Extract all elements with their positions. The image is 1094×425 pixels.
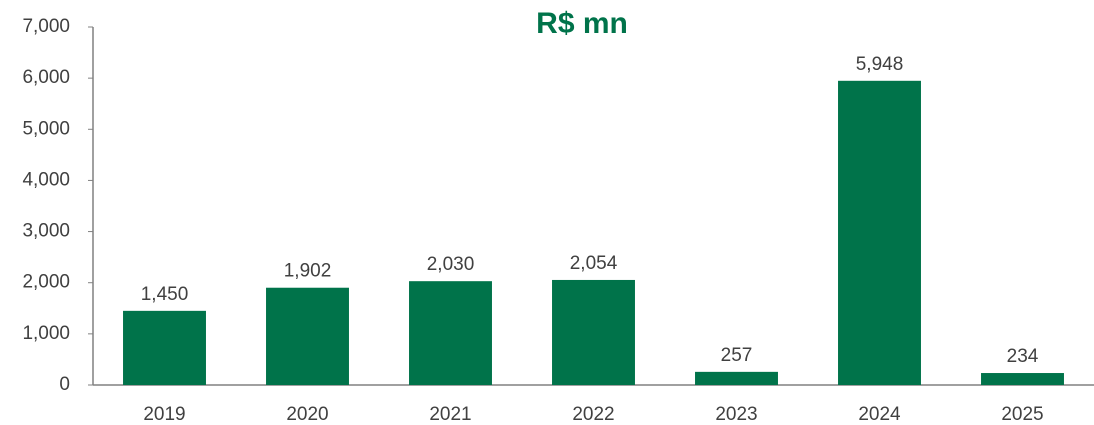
bar	[981, 373, 1064, 385]
data-label: 257	[721, 345, 753, 366]
chart-title: R$ mn	[536, 7, 628, 40]
data-label: 1,902	[284, 261, 332, 282]
x-tick-label: 2019	[143, 404, 185, 425]
data-label: 5,948	[856, 54, 904, 75]
y-tick-label: 1,000	[22, 323, 70, 344]
bar	[838, 80, 921, 386]
y-tick-label: 2,000	[22, 272, 70, 293]
x-tick-label: 2025	[1001, 404, 1043, 425]
x-tick-label: 2021	[429, 404, 471, 425]
data-label: 2,054	[570, 253, 618, 274]
x-tick-label: 2020	[286, 404, 328, 425]
data-label: 1,450	[141, 284, 189, 305]
y-tick-label: 7,000	[22, 16, 70, 37]
bar	[123, 310, 206, 385]
y-tick-label: 4,000	[22, 169, 70, 190]
bar	[695, 371, 778, 385]
bar	[552, 279, 635, 385]
x-tick-label: 2024	[858, 404, 901, 425]
y-tick-label: 5,000	[22, 118, 70, 139]
y-tick-label: 6,000	[22, 67, 70, 88]
data-label: 2,030	[427, 254, 475, 275]
x-tick-label: 2022	[572, 404, 614, 425]
y-tick-label: 3,000	[22, 221, 70, 242]
y-tick-label: 0	[59, 374, 70, 395]
data-label: 234	[1007, 346, 1039, 367]
bar	[266, 287, 349, 385]
x-tick-label: 2023	[715, 404, 757, 425]
bar	[409, 281, 492, 385]
